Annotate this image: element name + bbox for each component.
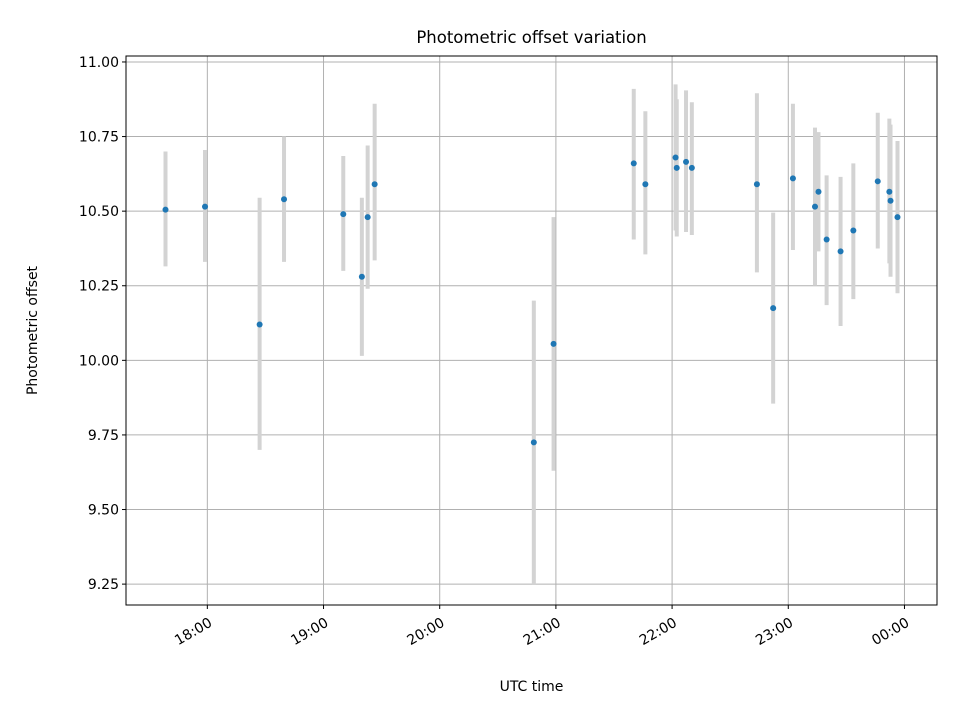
- data-point: [815, 188, 822, 195]
- y-axis-label: Photometric offset: [25, 265, 41, 395]
- data-point: [642, 181, 649, 188]
- data-point: [683, 158, 690, 165]
- data-point: [672, 154, 679, 161]
- data-point: [256, 321, 263, 328]
- data-point: [894, 214, 901, 221]
- data-point: [886, 188, 893, 195]
- y-tick-label: 9.25: [88, 577, 119, 593]
- data-point: [770, 305, 777, 312]
- data-point: [364, 214, 371, 221]
- data-point: [202, 203, 209, 210]
- y-tick-label: 9.75: [88, 428, 119, 444]
- y-tick-label: 11.00: [79, 55, 119, 71]
- data-points: [162, 154, 901, 446]
- chart-title: Photometric offset variation: [416, 28, 646, 47]
- data-point: [823, 236, 830, 243]
- data-point: [837, 248, 844, 255]
- data-point: [162, 206, 169, 213]
- data-point: [887, 197, 894, 204]
- y-tick-label: 10.00: [79, 353, 119, 369]
- data-point: [874, 178, 881, 185]
- plot-frame: [125, 55, 938, 606]
- y-axis: 9.25 9.50 9.75 10.00 10.25 10.50 10.75 11.00: [79, 55, 126, 593]
- data-point: [281, 196, 288, 203]
- data-point: [673, 164, 680, 171]
- data-point: [530, 439, 537, 446]
- x-axis-label: UTC time: [500, 679, 564, 695]
- data-point: [789, 175, 796, 182]
- y-tick-label: 9.50: [88, 503, 119, 519]
- data-point: [850, 227, 857, 234]
- data-point: [630, 160, 637, 167]
- data-point: [358, 273, 365, 280]
- y-tick-label: 10.50: [79, 204, 119, 220]
- data-point: [371, 181, 378, 188]
- y-tick-label: 10.25: [79, 279, 119, 295]
- data-point: [550, 340, 557, 347]
- data-point: [812, 203, 819, 210]
- data-point: [688, 164, 695, 171]
- y-tick-label: 10.75: [79, 130, 119, 146]
- data-point: [753, 181, 760, 188]
- data-point: [340, 211, 347, 218]
